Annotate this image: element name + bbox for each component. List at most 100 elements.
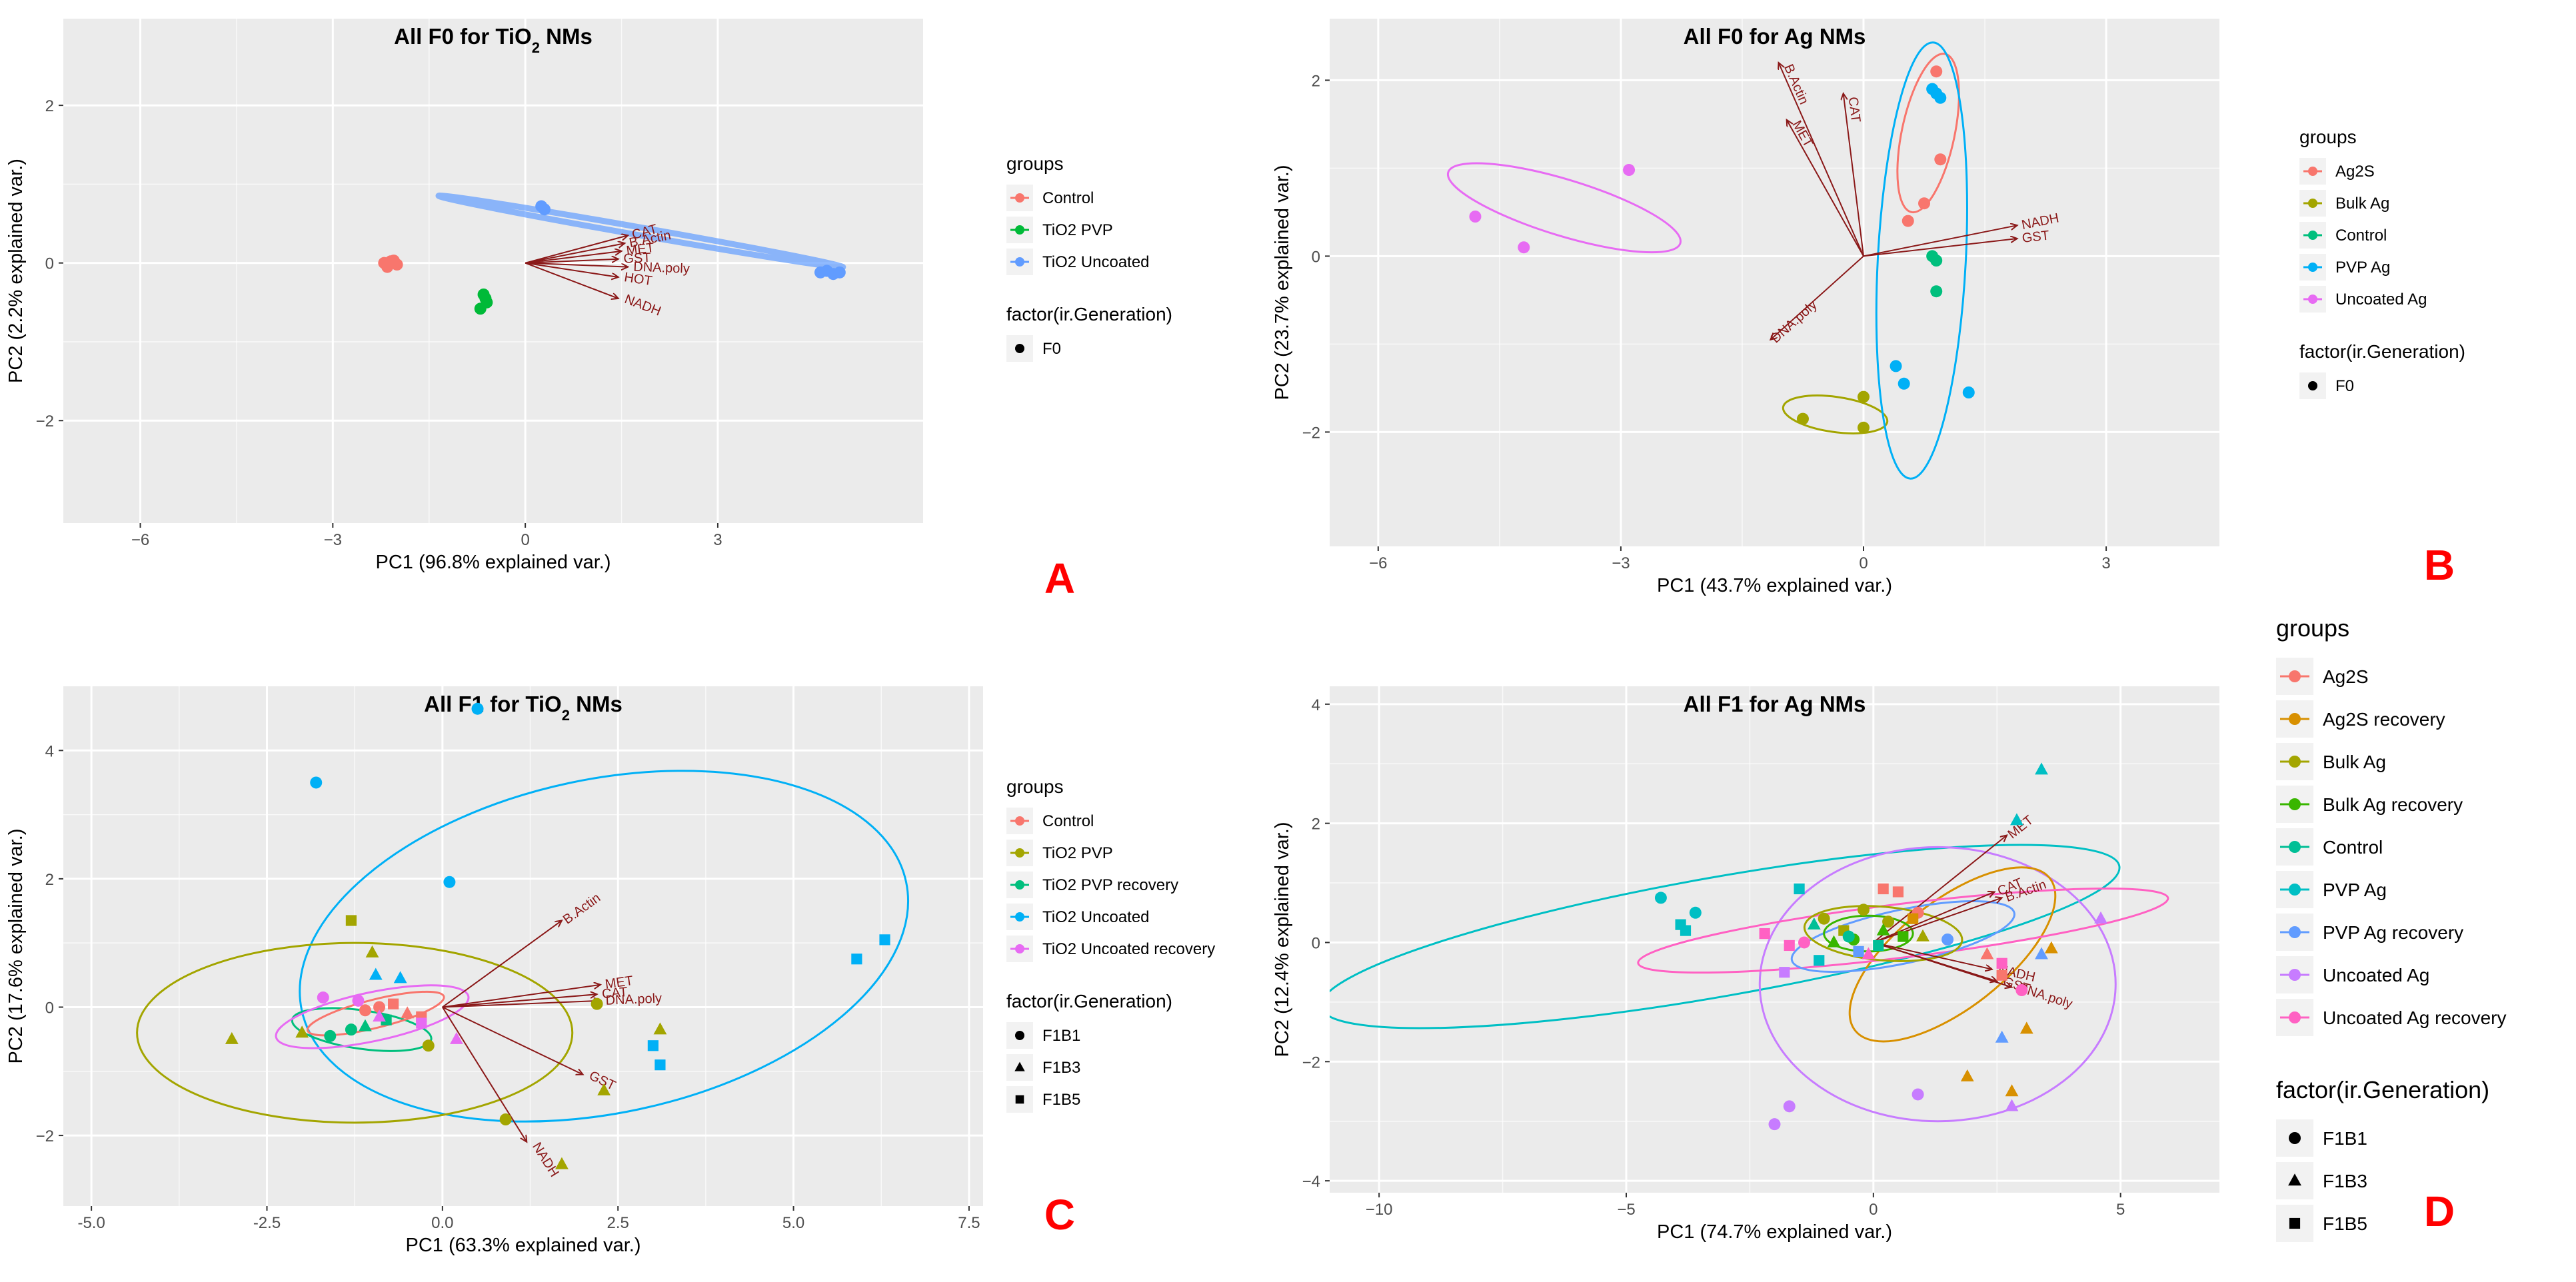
data-point: [1784, 940, 1795, 952]
data-point: [1798, 936, 1810, 949]
loading-arrow: [1787, 120, 1864, 257]
legend-key-point: [1015, 257, 1024, 267]
confidence-ellipse: [1803, 905, 1963, 962]
data-point: [851, 954, 862, 965]
data-point: [1882, 916, 1895, 928]
loading-arrow: [442, 1006, 583, 1074]
loading-arrow: [525, 262, 619, 299]
legend-item: PVP Ag recovery: [2276, 914, 2463, 951]
legend-key-point: [2289, 841, 2301, 853]
loading-label: CAT: [601, 985, 628, 1001]
y-tick-label: 0: [1312, 934, 1320, 952]
confidence-ellipse: [275, 984, 470, 1049]
legend-label: F1B1: [1042, 1027, 1080, 1045]
chart-title-subscript: 2: [562, 707, 570, 724]
legend-key-point: [1015, 944, 1024, 954]
legend-key-point: [2289, 884, 2301, 896]
data-point: [1827, 935, 1841, 948]
legend-shape-circle: [2289, 1132, 2301, 1144]
x-tick-label: 3: [2101, 554, 2110, 572]
data-point: [345, 915, 357, 926]
confidence-ellipse: [435, 193, 846, 271]
loading-arrow: [525, 262, 628, 267]
loading-label: GST: [623, 251, 651, 267]
legend-key-point: [2289, 713, 2301, 725]
legend2-title: factor(ir.Generation): [2276, 1076, 2489, 1103]
legend-item: Control: [2276, 828, 2383, 866]
data-point: [471, 702, 484, 715]
loading-arrow: [1873, 836, 2007, 944]
data-point: [381, 1014, 392, 1025]
data-point: [422, 1039, 435, 1052]
data-point: [1796, 412, 1809, 425]
data-point: [2010, 813, 2023, 826]
data-point: [387, 255, 400, 267]
y-tick-label: 2: [45, 97, 54, 115]
data-point: [2019, 1021, 2033, 1034]
loading-label: DNA.poly: [605, 991, 662, 1007]
legend-item: TiO2 Uncoated: [1006, 249, 1150, 275]
legend-item: PVP Ag: [2276, 871, 2387, 908]
x-tick-label: 0.0: [431, 1214, 453, 1232]
y-axis-label: PC2 (23.7% explained var.): [1272, 165, 1293, 400]
y-tick-label: 0: [45, 999, 54, 1017]
data-point: [2044, 941, 2058, 954]
legend-key-point: [2289, 1011, 2301, 1023]
legend-label: F1B3: [2323, 1171, 2367, 1191]
panel-d: −10 −5 0 5 −4 −2 0 2 4 All F1 for Ag NMs PC1 (74.7…: [1272, 614, 2507, 1243]
loading-arrow: [1844, 93, 1864, 257]
data-point: [345, 1023, 357, 1036]
loading-label: GST: [2021, 228, 2050, 246]
loading-arrow: [1863, 239, 2017, 257]
chart-title: All F0 for Ag NMs: [1684, 24, 1866, 49]
shape-legend-item: F1B5: [2276, 1205, 2367, 1242]
x-tick-label: −3: [1612, 554, 1630, 572]
loading-arrow: [1779, 63, 1864, 257]
legend-title: groups: [2276, 614, 2349, 642]
data-point: [1934, 153, 1947, 166]
x-axis-label: PC1 (43.7% explained var.): [1657, 575, 1892, 596]
x-tick-label: -5.0: [77, 1214, 105, 1232]
data-point: [1908, 913, 1919, 924]
y-tick-label: 4: [1312, 696, 1320, 714]
data-point: [373, 1009, 386, 1022]
data-point: [1807, 917, 1821, 930]
loading-arrow: [525, 235, 628, 264]
legend-item: Control: [1006, 808, 1094, 834]
chart-title-tail: NMs: [570, 692, 623, 716]
legend-key-point: [2308, 295, 2317, 304]
data-point: [1941, 934, 1954, 946]
legend-label: TiO2 PVP recovery: [1042, 876, 1178, 894]
data-point: [1858, 390, 1870, 403]
legend-label: TiO2 PVP: [1042, 221, 1113, 239]
data-point: [1912, 1088, 1924, 1101]
shape-legend-item: F1B1: [2276, 1119, 2367, 1157]
legend-key-point: [2289, 670, 2301, 682]
legend2-title: factor(ir.Generation): [1006, 304, 1172, 324]
legend-key-point: [1015, 225, 1024, 235]
confidence-ellipse: [306, 990, 445, 1037]
x-axis-label: PC1 (96.8% explained var.): [375, 552, 611, 573]
data-point: [1842, 930, 1855, 943]
legend-label: Control: [2335, 227, 2387, 245]
data-point: [647, 1040, 658, 1051]
legend-item: Control: [2299, 222, 2387, 249]
chart-title-base: All F1 for TiO: [424, 692, 562, 716]
x-tick-label: 5.0: [782, 1214, 804, 1232]
data-point: [1916, 929, 1930, 942]
confidence-ellipse: [1875, 41, 1968, 480]
plot-area: [63, 19, 923, 523]
data-point: [1995, 1030, 2009, 1043]
data-point: [1892, 886, 1904, 898]
loading-arrow: [442, 920, 562, 1008]
legend-label: Uncoated Ag recovery: [2323, 1007, 2507, 1028]
legend2-title: factor(ir.Generation): [2299, 341, 2465, 362]
data-point: [1862, 947, 1876, 960]
data-point: [295, 1025, 309, 1038]
loading-arrow: [525, 243, 625, 264]
x-tick-label: 0: [521, 531, 529, 549]
legend-shape-circle: [2308, 381, 2317, 390]
shape-legend-item: F1B3: [2276, 1162, 2367, 1199]
loading-arrow: [442, 994, 597, 1008]
legend-item: TiO2 PVP: [1006, 217, 1113, 243]
